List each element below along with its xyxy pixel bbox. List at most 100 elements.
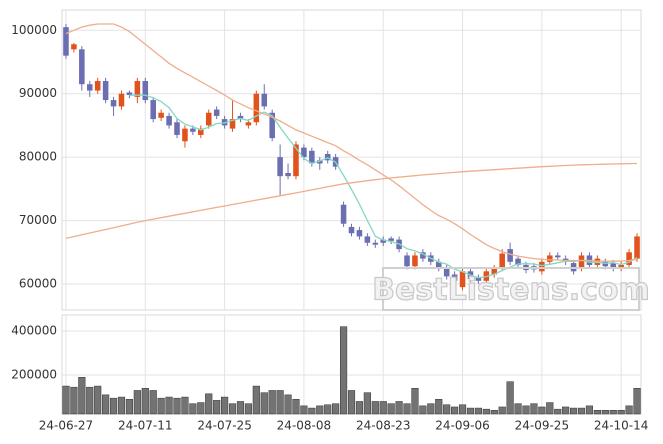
- candle-body: [190, 128, 196, 132]
- candle-body: [102, 81, 109, 101]
- candle-body: [602, 261, 609, 267]
- volume-bar: [522, 405, 530, 415]
- volume-bar: [316, 405, 324, 415]
- watermark-box: [382, 267, 640, 311]
- volume-bar: [371, 401, 379, 415]
- candle-body: [388, 238, 394, 241]
- candle-body: [213, 109, 220, 116]
- volume-bar: [585, 405, 594, 415]
- volume-bar: [562, 406, 570, 415]
- volume-bar: [308, 407, 316, 415]
- candle-body: [459, 271, 466, 288]
- volume-bar: [189, 403, 197, 415]
- volume-bar: [506, 381, 514, 415]
- volume-bar: [474, 407, 482, 415]
- candle-body: [126, 92, 133, 95]
- volume-bar: [363, 392, 371, 415]
- volume-bar: [593, 410, 601, 415]
- volume-bar: [117, 396, 126, 415]
- volume-bar: [165, 396, 173, 415]
- volume-bar: [570, 407, 578, 415]
- volume-bar: [538, 406, 546, 415]
- volume-bar: [125, 399, 133, 415]
- candle-body: [634, 236, 640, 259]
- volume-bar: [443, 404, 451, 415]
- candle-body: [79, 49, 85, 85]
- candle-body: [118, 93, 125, 107]
- candle-body: [451, 274, 458, 281]
- x-tick-label: 24-08-23: [356, 419, 410, 433]
- volume-bar: [554, 408, 562, 415]
- volume-bar: [332, 403, 340, 415]
- y-tick-label: 80000: [19, 150, 57, 164]
- candle-body: [618, 264, 624, 269]
- x-tick-label: 24-09-25: [515, 419, 569, 433]
- x-tick-label: 24-09-06: [435, 419, 489, 433]
- volume-bar: [62, 385, 70, 415]
- volume-bar: [617, 410, 625, 415]
- volume-bar: [300, 405, 308, 415]
- volume-bar: [419, 405, 427, 415]
- candle-body: [261, 93, 268, 107]
- candle-body: [507, 249, 513, 262]
- candle-body: [348, 226, 355, 234]
- volume-bar: [609, 410, 617, 415]
- volume-bar: [395, 401, 403, 415]
- volume-bar: [157, 397, 165, 415]
- volume-bar: [244, 403, 252, 415]
- y-tick-label: 60000: [19, 276, 57, 290]
- candle-body: [420, 252, 426, 259]
- volume-bar: [86, 386, 94, 415]
- candle-body: [554, 255, 561, 258]
- moving-average-line: [65, 23, 638, 262]
- candle-body: [515, 258, 521, 265]
- marks: [62, 23, 641, 415]
- volume-bar: [355, 401, 364, 415]
- candle-body: [205, 112, 212, 126]
- volume-bar: [387, 403, 395, 415]
- volume-bar: [149, 390, 157, 415]
- y-tick-label: 70000: [19, 213, 57, 227]
- volume-bar: [577, 407, 586, 415]
- y-tick-label: 200000: [11, 368, 57, 382]
- candle-body: [63, 27, 69, 56]
- candle-body: [475, 277, 482, 281]
- volume-bar: [379, 401, 387, 415]
- candle-body: [610, 263, 617, 269]
- volume-bar: [633, 388, 641, 415]
- volume-bar: [546, 402, 554, 415]
- x-tick-label: 24-07-25: [197, 419, 251, 433]
- y-tick-label: 400000: [11, 324, 57, 338]
- volume-bar: [78, 377, 86, 415]
- moving-average-line: [65, 162, 638, 239]
- candle-body: [285, 173, 291, 177]
- volume-bar: [205, 393, 213, 415]
- volume-bar: [70, 386, 78, 415]
- candle-body: [142, 81, 149, 101]
- volume-bar: [435, 399, 443, 415]
- candle-body: [372, 242, 379, 245]
- price-panel: [61, 9, 642, 311]
- volume-bar: [451, 406, 459, 415]
- volume-bar: [236, 401, 245, 415]
- volume-bar: [173, 397, 181, 415]
- volume-bar: [458, 404, 467, 415]
- grid: [62, 10, 641, 414]
- watermark: BestListens.com: [372, 273, 650, 308]
- candle-body: [158, 112, 164, 118]
- candle-body: [380, 239, 387, 243]
- volume-bar: [411, 388, 419, 415]
- candle-body: [435, 261, 442, 269]
- candle-body: [86, 84, 93, 91]
- volume-bar: [252, 385, 260, 415]
- candle-body: [277, 157, 283, 177]
- candle-body: [134, 81, 141, 97]
- candle-body: [443, 268, 450, 277]
- x-tick-label: 24-08-08: [277, 419, 331, 433]
- volume-bar: [260, 392, 268, 415]
- volume-bar: [228, 403, 237, 415]
- volume-bar: [276, 390, 284, 415]
- candle-body: [293, 144, 299, 177]
- x-tick-label: 24-07-11: [118, 419, 172, 433]
